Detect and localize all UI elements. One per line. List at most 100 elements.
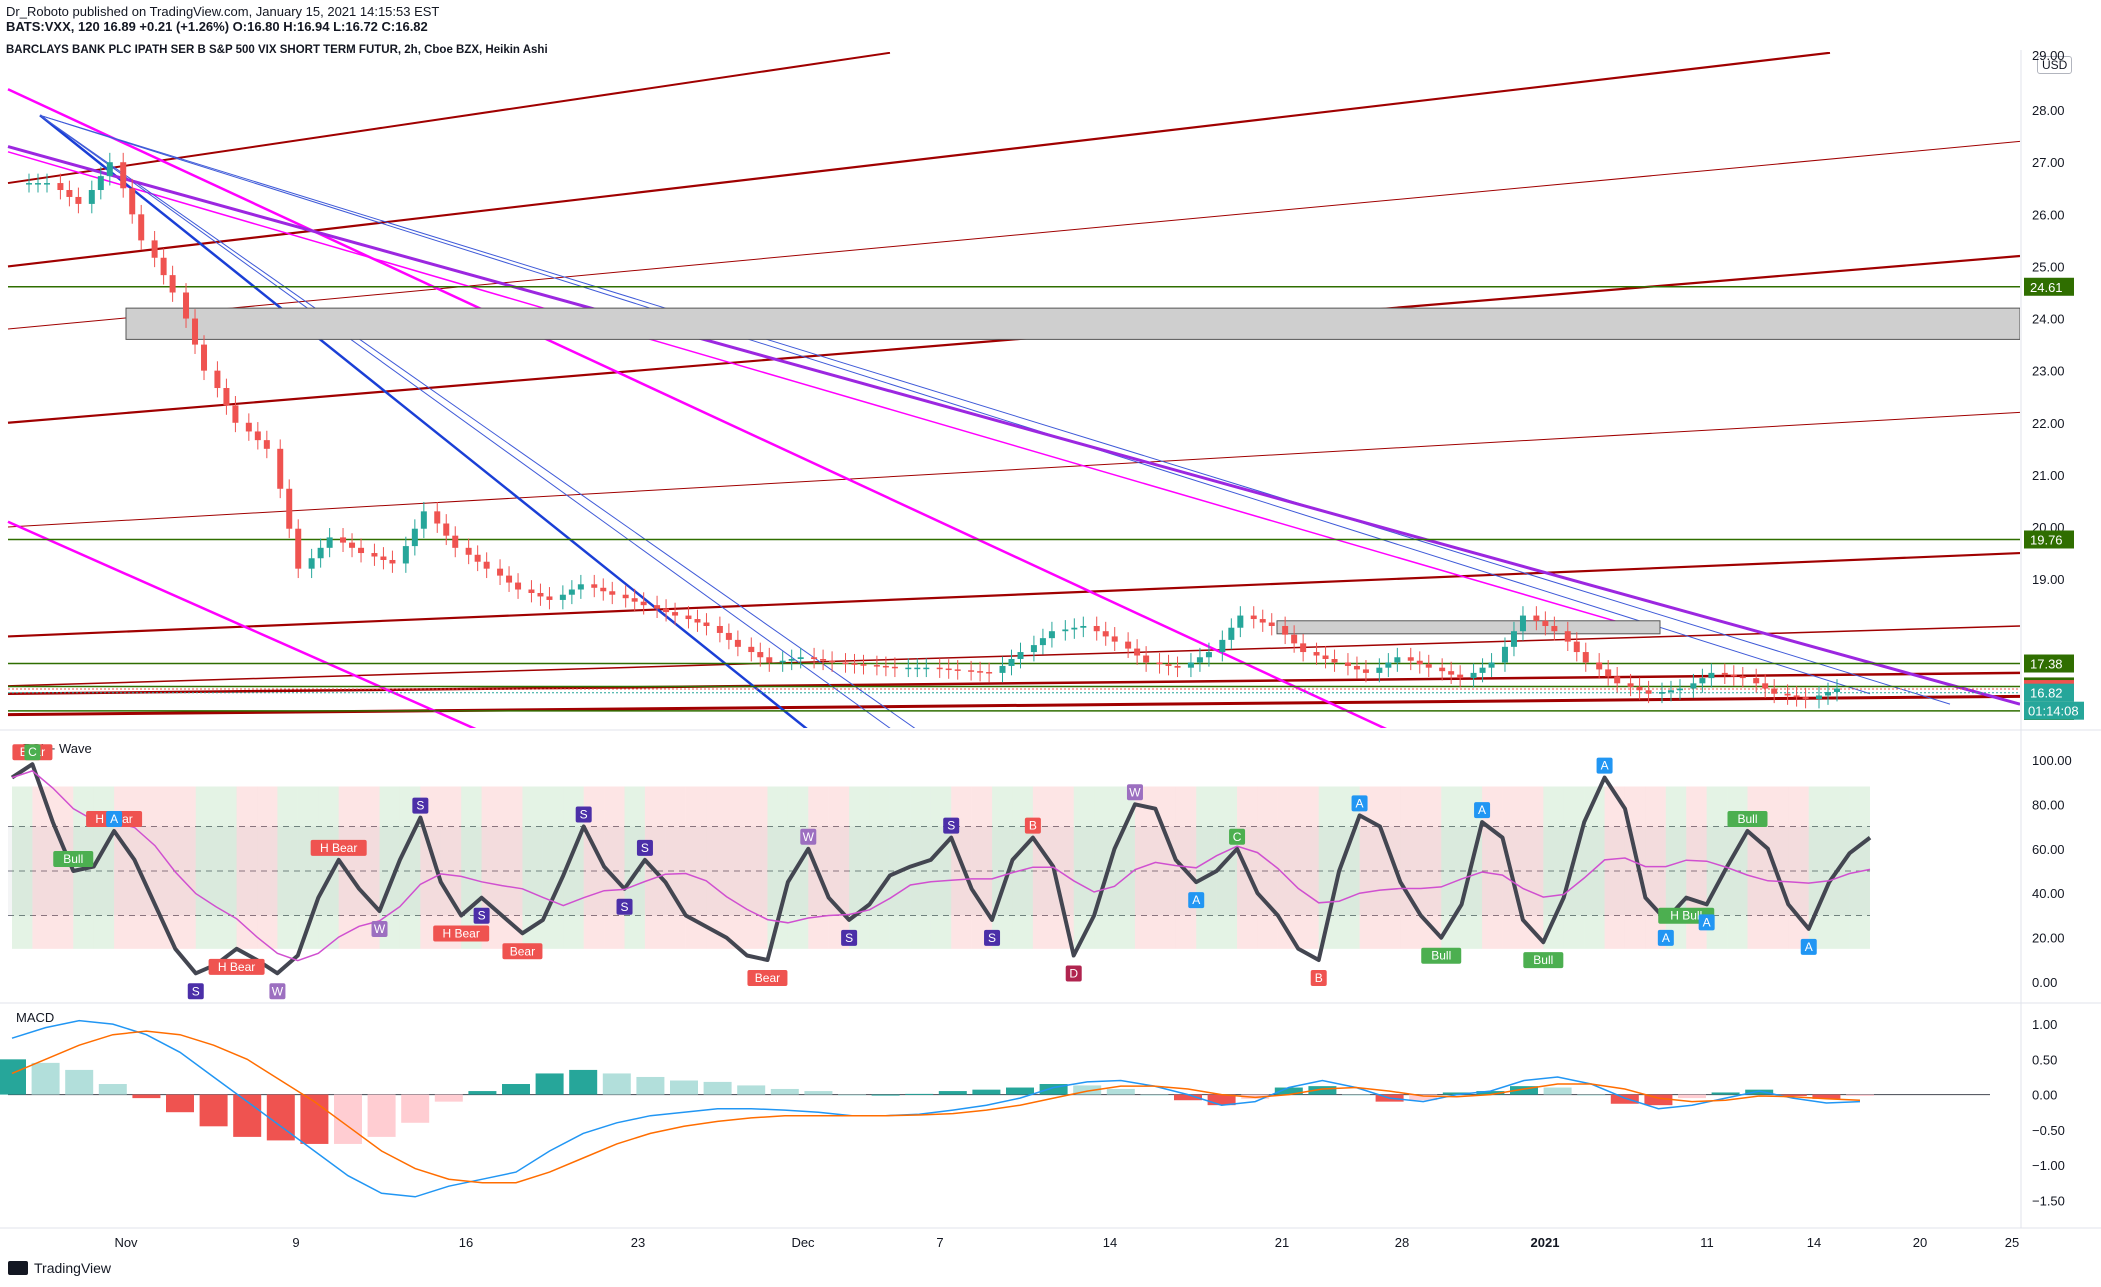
tradingview-logo[interactable]: TradingView — [8, 1260, 111, 1276]
crsi-band-segment — [134, 786, 155, 949]
channel-line-lower — [7, 551, 2020, 638]
crsi-signal-badge — [1421, 947, 1462, 964]
candle-down — [860, 664, 867, 666]
candle-down — [75, 196, 82, 204]
candle-up — [97, 176, 104, 191]
crsi-band-segment — [1604, 786, 1625, 949]
candle-down — [873, 665, 880, 667]
crsi-band-segment — [583, 786, 605, 949]
candle-up — [411, 528, 418, 547]
candle-down — [1125, 641, 1132, 649]
channel-line-thin — [7, 140, 2020, 330]
crsi-signal-label: Bear — [510, 944, 535, 958]
macd-title: MACD — [16, 1010, 54, 1025]
crsi-band-segment — [1175, 786, 1197, 949]
crsi-band-segment — [195, 786, 217, 949]
candle-down — [968, 670, 975, 672]
candle-down — [223, 388, 230, 406]
candle-down — [120, 162, 127, 189]
time-tick-label: 11 — [1700, 1235, 1714, 1250]
crsi-signal-badge — [1126, 784, 1143, 801]
candle-down — [820, 658, 827, 661]
crsi-signal-label: Bull — [1533, 953, 1553, 967]
price-tick-label: 24.00 — [2032, 312, 2065, 327]
candle-down — [1802, 697, 1809, 699]
macd-histogram-bar — [166, 1094, 194, 1113]
crsi-tick-label: 60.00 — [2032, 842, 2065, 857]
crsi-band-segment — [461, 786, 482, 949]
candle-down — [340, 537, 347, 543]
candle-down — [1784, 693, 1791, 696]
candle-up — [779, 660, 786, 663]
base-line — [7, 671, 2020, 695]
macd-histogram-bar — [1207, 1094, 1236, 1106]
level-label-bg — [2024, 654, 2074, 673]
crsi-band-segment — [1400, 786, 1421, 949]
macd-tick-label: 0.50 — [2032, 1052, 2057, 1067]
macd-histogram-bar — [468, 1091, 497, 1095]
candle-up — [559, 594, 566, 600]
currency-badge[interactable]: USD — [2037, 56, 2073, 74]
candle-down — [622, 594, 629, 599]
candle-down — [1551, 625, 1558, 632]
macd-histogram-bar — [838, 1094, 866, 1096]
crsi-signal-badge — [1310, 969, 1327, 986]
macd-histogram-bar — [1745, 1089, 1774, 1095]
candle-down — [1300, 643, 1307, 653]
candle-up — [1510, 631, 1517, 647]
crsi-signal-badge — [187, 983, 204, 1000]
magenta-diagonal-3 — [7, 151, 1651, 632]
crsi-band-segment — [1584, 786, 1605, 949]
candle-down — [725, 632, 732, 640]
macd-histogram-bar — [300, 1094, 329, 1144]
candle-down — [1614, 676, 1621, 684]
crsi-signal-badge — [1024, 817, 1041, 834]
blue-diagonal-thin-1 — [39, 114, 916, 728]
crsi-band-segment — [277, 786, 298, 949]
blue-diagonal-main — [39, 114, 808, 728]
crsi-band-segment — [828, 786, 850, 949]
time-tick-label: 16 — [459, 1235, 473, 1250]
crsi-signal-label: A — [1192, 893, 1200, 907]
candle-up — [1187, 662, 1194, 668]
crsi-tick-label: 40.00 — [2032, 886, 2065, 901]
candle-down — [766, 657, 773, 663]
candle-up — [1658, 691, 1665, 694]
candle-up — [1470, 672, 1477, 679]
crsi-signal-badge — [1596, 757, 1613, 774]
level-label: 16.82 — [2030, 686, 2063, 701]
candle-down — [214, 370, 221, 389]
candle-up — [1488, 662, 1495, 668]
candle-down — [1730, 674, 1737, 677]
crsi-band-segment — [624, 786, 645, 949]
crsi-band-segment — [1849, 786, 1870, 949]
macd-histogram-bar — [938, 1091, 967, 1095]
candle-down — [1596, 662, 1603, 670]
crsi-band-segment — [644, 786, 666, 949]
crsi-signal-badge — [502, 943, 543, 960]
crsi-signal-label: Bear — [755, 971, 780, 985]
crsi-signal-badge — [943, 817, 960, 834]
candle-down — [452, 535, 459, 548]
tradingview-logo-icon — [8, 1261, 28, 1275]
macd-tick-label: −1.00 — [2032, 1158, 2065, 1173]
candle-up — [420, 511, 427, 529]
candle-down — [716, 625, 723, 633]
crsi-band-segment — [1155, 786, 1176, 949]
candle-down — [663, 608, 670, 613]
crsi-signal-badge — [106, 810, 123, 827]
price-tick-label-top: 29.00 — [2032, 48, 2065, 63]
candle-down — [169, 275, 176, 293]
candle-down — [245, 422, 252, 432]
candle-down — [151, 240, 158, 258]
crsi-band-segment — [32, 786, 53, 949]
crsi-band-segment — [1073, 786, 1095, 949]
crsi-band-segment — [522, 786, 543, 949]
candle-down — [286, 488, 293, 529]
crsi-band-segment — [1645, 786, 1666, 949]
candle-up — [106, 162, 113, 177]
candle-up — [1205, 652, 1212, 658]
candle-down — [609, 591, 616, 595]
